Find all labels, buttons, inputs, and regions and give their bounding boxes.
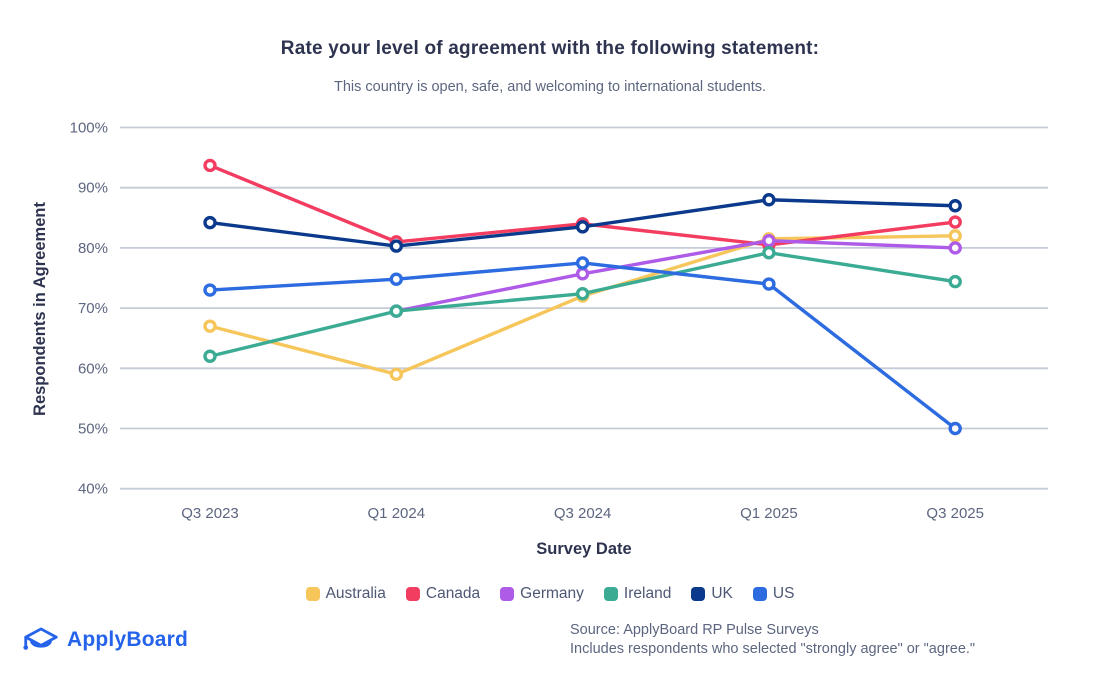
series-line-australia [208, 234, 957, 377]
y-axis-title: Respondents in Agreement [31, 202, 49, 416]
data-point-uk [948, 199, 962, 213]
applyboard-logo: ApplyBoard [22, 626, 188, 653]
data-point-ireland [389, 304, 403, 318]
x-axis-title: Survey Date [536, 540, 632, 558]
legend-swatch-us [752, 587, 767, 601]
x-tick-label: Q1 2025 [740, 505, 798, 522]
legend-swatch-uk [691, 587, 706, 601]
legend-item-australia: Australia [305, 585, 386, 603]
data-point-ireland [948, 274, 962, 289]
data-point-germany [389, 304, 403, 318]
data-point-canada [575, 217, 590, 231]
data-point-ireland [575, 286, 590, 301]
legend-label-canada: Canada [425, 585, 481, 602]
chart-legend: Australia Canada Germany Ireland UK US [0, 585, 1100, 603]
x-tick-label: Q1 2024 [368, 505, 426, 522]
data-point-germany [762, 233, 776, 248]
data-point-australia [389, 367, 403, 382]
data-point-us [575, 256, 590, 270]
legend-label-germany: Germany [520, 585, 584, 602]
data-point-germany [948, 241, 962, 255]
y-tick-label: 50% [78, 421, 108, 438]
legend-label-us: US [772, 585, 795, 602]
series-line-canada [208, 163, 957, 247]
data-point-canada [203, 158, 217, 173]
source-line-2: Includes respondents who selected "stron… [570, 641, 976, 657]
series-line-ireland [208, 251, 957, 358]
data-point-us [389, 272, 403, 286]
data-point-australia [575, 289, 590, 303]
legend-label-uk: UK [711, 585, 733, 602]
legend-label-australia: Australia [325, 585, 386, 602]
legend-item-canada: Canada [405, 585, 481, 603]
data-point-uk [762, 193, 776, 207]
source-line-1: Source: ApplyBoard RP Pulse Surveys [570, 622, 819, 638]
y-tick-label: 90% [78, 180, 108, 197]
data-point-us [762, 277, 776, 291]
data-point-us [203, 283, 217, 297]
legend-swatch-canada [405, 587, 420, 601]
source-note: Source: ApplyBoard RP Pulse Surveys Incl… [570, 621, 975, 659]
data-point-germany [575, 267, 590, 281]
y-tick-label: 100% [70, 120, 108, 137]
chart-footer: ApplyBoard Source: ApplyBoard RP Pulse S… [0, 614, 1100, 676]
y-tick-label: 80% [78, 240, 108, 257]
data-point-canada [389, 235, 403, 249]
legend-swatch-australia [305, 587, 320, 601]
data-point-canada [948, 215, 962, 229]
legend-item-uk: UK [691, 585, 733, 603]
legend-swatch-ireland [603, 587, 618, 601]
data-point-uk [203, 215, 217, 230]
y-tick-label: 60% [78, 360, 108, 377]
graduation-cap-icon [23, 627, 58, 650]
series-line-germany [394, 238, 957, 313]
data-point-australia [948, 229, 962, 243]
data-point-australia [762, 232, 776, 246]
x-tick-label: Q3 2025 [926, 505, 984, 522]
y-tick-label: 70% [78, 300, 108, 317]
y-tick-label: 40% [78, 481, 108, 498]
data-point-ireland [203, 349, 217, 363]
legend-item-germany: Germany [500, 585, 584, 603]
legend-item-ireland: Ireland [603, 585, 672, 603]
data-point-canada [762, 238, 776, 252]
series-line-us [208, 261, 957, 431]
data-point-ireland [762, 246, 776, 260]
data-point-us [948, 421, 962, 436]
chart-subtitle: This country is open, safe, and welcomin… [333, 79, 767, 95]
legend-label-ireland: Ireland [623, 585, 672, 602]
series-line-uk [208, 198, 957, 248]
chart-title: Rate your level of agreement with the fo… [280, 38, 820, 59]
x-tick-label: Q3 2024 [554, 505, 612, 522]
data-point-uk [575, 220, 590, 234]
legend-item-us: US [752, 585, 795, 603]
data-point-uk [389, 239, 403, 253]
data-point-australia [203, 319, 217, 333]
legend-swatch-germany [500, 587, 515, 601]
x-tick-label: Q3 2023 [181, 505, 239, 522]
logo-text: ApplyBoard [67, 627, 189, 651]
